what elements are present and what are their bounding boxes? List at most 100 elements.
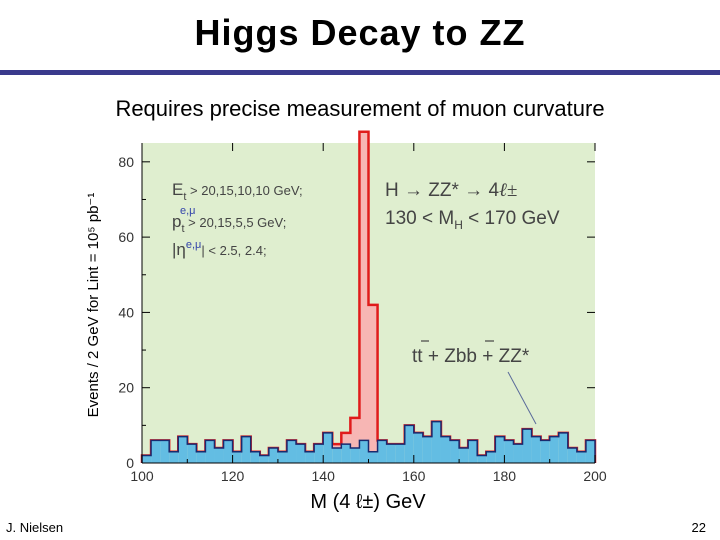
background-bar [395,444,405,463]
background-bar [214,447,224,463]
cuts-annotation: Et > 20,15,10,10 GeV; e,μ pt > 20,15,5,5… [172,180,303,259]
background-bar [232,451,242,463]
background-bar [567,447,577,463]
background-bar [296,444,306,463]
background-bar [259,455,269,463]
svg-text:pt > 20,15,5,5 GeV;: pt > 20,15,5,5 GeV; [172,212,286,235]
page-number: 22 [691,520,706,535]
background-bar [413,432,423,463]
background-bar [250,451,260,463]
background-bar [558,432,568,463]
background-bar [504,440,514,463]
y-tick-label: 40 [118,304,134,320]
background-bar [178,436,188,463]
signal-bar [341,432,351,445]
cut-et-sub: t [183,191,186,203]
background-bar [459,447,469,463]
background-bar [422,436,432,463]
background-bar [341,444,351,463]
signal-bar [332,444,342,448]
background-bar [160,440,170,463]
mass-window-value: < 170 GeV [463,208,560,229]
y-axis-label: Events / 2 GeV for Lint = 10⁵ pb⁻¹ [85,193,102,418]
background-bar [549,436,559,463]
background-bar [314,444,324,463]
cut-et-value: > 20,15,10,10 GeV; [186,183,302,198]
background-bar [205,440,215,463]
background-bar [450,440,460,463]
title-rule [0,70,720,75]
svg-text:130 < MH < 170 GeV: 130 < MH < 170 GeV [385,208,560,232]
x-tick-label: 140 [312,468,336,484]
background-bar [585,440,595,463]
background-bar [187,444,197,463]
signal-bar [350,417,360,448]
background-bar [142,455,152,463]
mass-window-label: 130 < M [385,208,454,229]
background-bar [404,425,414,463]
background-bar [151,440,161,463]
x-tick-label: 160 [402,468,426,484]
background-bar [522,429,532,463]
background-bar [440,436,451,463]
background-label: tt + Zbb + ZZ* [412,346,530,367]
x-tick-label: 120 [221,468,245,484]
background-bar [223,440,233,463]
background-pointer [507,371,537,425]
background-histogram [141,420,596,463]
background-bar [196,451,206,463]
y-tick-label: 20 [118,380,134,396]
background-bar [359,440,369,463]
x-tick-label: 200 [583,468,607,484]
author: J. Nielsen [6,520,64,535]
background-bar [368,451,378,463]
background-annotation: tt + Zbb + ZZ* [412,340,537,425]
background-bar [486,451,496,463]
y-tick-label: 60 [118,229,134,245]
process-label: H → ZZ* → 4 [385,180,499,201]
background-bar [305,451,315,463]
background-bar [576,451,586,463]
background-bar [268,447,278,463]
background-bar [277,451,287,463]
background-bar [495,436,505,463]
background-bar [286,440,297,463]
background-bar [431,421,441,463]
slide-subtitle: Requires precise measurement of muon cur… [115,96,605,121]
y-tick-label: 0 [126,455,134,471]
x-axis-label: M (4 ℓ±) GeV [310,491,426,513]
background-outline [141,420,596,463]
cut-eta-value: | < 2.5, 2.4; [201,243,266,258]
background-bar [377,440,387,463]
cut-pt-value: > 20,15,5,5 GeV; [185,215,287,230]
svg-text:|ηe,μ| < 2.5, 2.4;: |ηe,μ| < 2.5, 2.4; [172,239,267,259]
cut-pt-sup: e,μ [180,205,196,217]
mass-window-sub: H [454,218,463,232]
background-bar [468,440,478,463]
cut-pt-label: p [172,212,181,231]
background-bar [477,455,487,463]
axes: 100 120 140 160 180 200 0 20 40 60 80 [118,143,607,484]
process-lepton: ℓ± [499,180,517,201]
background-bar [386,444,396,463]
background-bar [332,447,342,463]
cut-pt-sub: t [181,223,184,235]
signal-bar [359,131,369,441]
background-bar [241,436,251,463]
svg-text:H → ZZ* → 4ℓ±: H → ZZ* → 4ℓ± [385,180,517,201]
slide-title: Higgs Decay to ZZ [194,12,526,53]
background-bar [540,440,550,463]
background-bar [169,451,179,463]
background-bar [513,444,523,463]
x-tick-label: 180 [493,468,517,484]
cut-eta-label: |η [172,240,186,259]
background-bar [323,432,333,463]
background-bar [531,436,541,463]
process-annotation: H → ZZ* → 4ℓ± 130 < MH < 170 GeV [385,180,560,232]
signal-bar [368,304,378,452]
x-tick-label: 100 [130,468,154,484]
cut-eta-sup: e,μ [186,239,202,251]
y-tick-label: 80 [118,154,134,170]
cut-et-label: E [172,180,183,199]
